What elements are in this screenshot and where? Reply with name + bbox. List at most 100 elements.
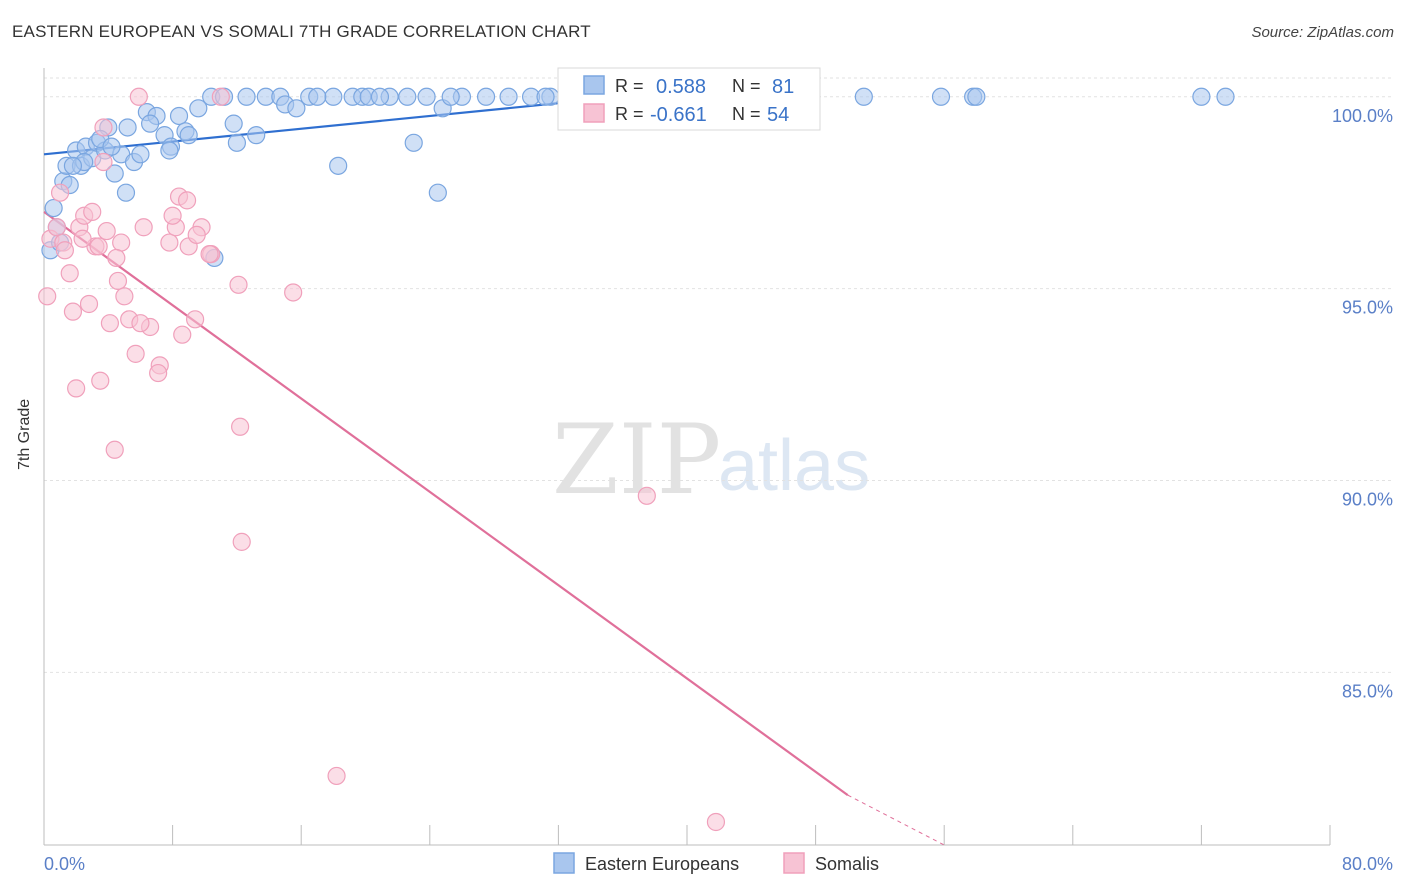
somali-point-52 [89, 237, 108, 256]
eastern-point-30 [247, 126, 266, 145]
somali-point-23 [134, 218, 153, 237]
eastern-point-18 [131, 145, 150, 164]
somali-point-0 [38, 287, 57, 306]
somali-point-11 [83, 202, 102, 221]
eastern-point-62 [967, 87, 986, 106]
stats-somali-r-label: R = [615, 104, 644, 124]
eastern-point-67 [118, 118, 137, 137]
eastern-point-45 [428, 183, 447, 202]
somali-point-20 [115, 287, 134, 306]
trend-lines [43, 95, 945, 846]
legend-eastern-swatch[interactable] [553, 852, 575, 874]
y-tick-label-2: 90.0% [1342, 489, 1393, 509]
somali-point-45 [131, 314, 150, 333]
eastern-point-16 [116, 183, 136, 202]
stats-somali-swatch [583, 103, 605, 123]
stats-somali-n-value: 54 [767, 104, 789, 126]
stats-eastern-swatch [583, 75, 605, 95]
eastern-point-59 [854, 87, 873, 106]
somali-point-51 [200, 244, 219, 264]
stats-eastern-n-label: N = [732, 76, 761, 96]
eastern-point-72 [224, 114, 243, 133]
somali-point-48 [107, 248, 126, 268]
eastern-point-44 [417, 87, 436, 106]
eastern-point-76 [102, 137, 121, 156]
eastern-point-79 [536, 87, 555, 106]
x-tick-label-max: 80.0% [1342, 854, 1393, 874]
somali-point-18 [108, 271, 128, 291]
somali-point-16 [100, 314, 120, 333]
eastern-point-14 [105, 164, 124, 183]
somali-point-42 [129, 87, 148, 106]
x-tick-label-min: 0.0% [44, 854, 85, 874]
eastern-point-70 [179, 126, 198, 145]
eastern-point-64 [1216, 87, 1235, 106]
somali-point-7 [67, 379, 86, 398]
legend-eastern-label[interactable]: Eastern Europeans [585, 854, 739, 874]
eastern-point-49 [499, 87, 518, 106]
watermark-atlas: atlas [718, 426, 870, 506]
somali-point-47 [73, 229, 92, 248]
eastern-point-29 [237, 87, 256, 106]
somali-point-43 [94, 118, 113, 137]
eastern-point-42 [398, 87, 417, 106]
somali-trend-line [43, 210, 849, 797]
eastern-point-48 [476, 87, 496, 106]
somali-point-29 [173, 325, 192, 344]
stats-eastern-r-label: R = [615, 76, 644, 96]
eastern-point-28 [227, 133, 246, 152]
grid-lines [44, 77, 1392, 673]
eastern-point-73 [308, 87, 327, 106]
eastern-point-69 [63, 156, 83, 175]
eastern-point-77 [370, 87, 390, 106]
somali-point-44 [149, 363, 168, 383]
somali-point-53 [177, 191, 197, 210]
stats-somali-n-label: N = [732, 104, 761, 124]
stats-eastern-r-value: 0.588 [656, 76, 706, 98]
somali-point-26 [160, 233, 179, 252]
eastern-point-25 [189, 99, 208, 118]
y-tick-label-1: 95.0% [1342, 298, 1393, 318]
somali-point-13 [91, 371, 110, 390]
y-tick-label-0: 100.0% [1332, 106, 1393, 126]
somali-point-17 [105, 440, 124, 459]
eastern-point-34 [287, 99, 306, 118]
somali-point-19 [112, 233, 131, 252]
eastern-point-37 [329, 156, 348, 175]
eastern-point-63 [1192, 87, 1211, 106]
somali-point-39 [327, 766, 346, 786]
somali-point-36 [232, 532, 251, 551]
somali-point-38 [284, 283, 303, 302]
eastern-point-23 [169, 106, 189, 126]
axes [43, 68, 1331, 846]
chart-title: EASTERN EUROPEAN VS SOMALI 7TH GRADE COR… [12, 22, 591, 41]
somali-point-41 [706, 812, 726, 832]
somali-point-5 [60, 264, 79, 283]
somali-point-22 [126, 344, 145, 363]
somali-trend-extension [847, 794, 945, 846]
eastern-point-36 [324, 87, 343, 106]
eastern-point-43 [404, 133, 423, 152]
legend: Eastern Europeans Somalis [553, 852, 879, 874]
legend-somali-swatch[interactable] [783, 852, 805, 874]
stats-somali-r-value: -0.661 [650, 104, 707, 126]
somali-point-15 [97, 221, 116, 241]
somali-points [38, 87, 726, 832]
eastern-point-66 [160, 141, 179, 160]
eastern-points [41, 87, 1235, 268]
somali-point-37 [231, 417, 250, 436]
stats-box: R = 0.588 N = 81 R = -0.661 N = 54 [557, 67, 821, 131]
somali-point-35 [229, 275, 248, 294]
legend-somali-label[interactable]: Somalis [815, 854, 879, 874]
x-tick-labels: 0.0% 80.0% [44, 854, 1393, 874]
somali-point-2 [47, 218, 66, 237]
y-tick-label-3: 85.0% [1342, 681, 1393, 701]
somali-point-3 [50, 183, 70, 202]
eastern-point-60 [931, 87, 951, 106]
somali-point-49 [187, 225, 206, 245]
somali-point-40 [637, 486, 656, 505]
source-label: Source: ZipAtlas.com [1251, 24, 1394, 41]
somali-point-50 [163, 206, 182, 225]
eastern-point-74 [140, 114, 160, 133]
eastern-point-1 [44, 198, 63, 218]
